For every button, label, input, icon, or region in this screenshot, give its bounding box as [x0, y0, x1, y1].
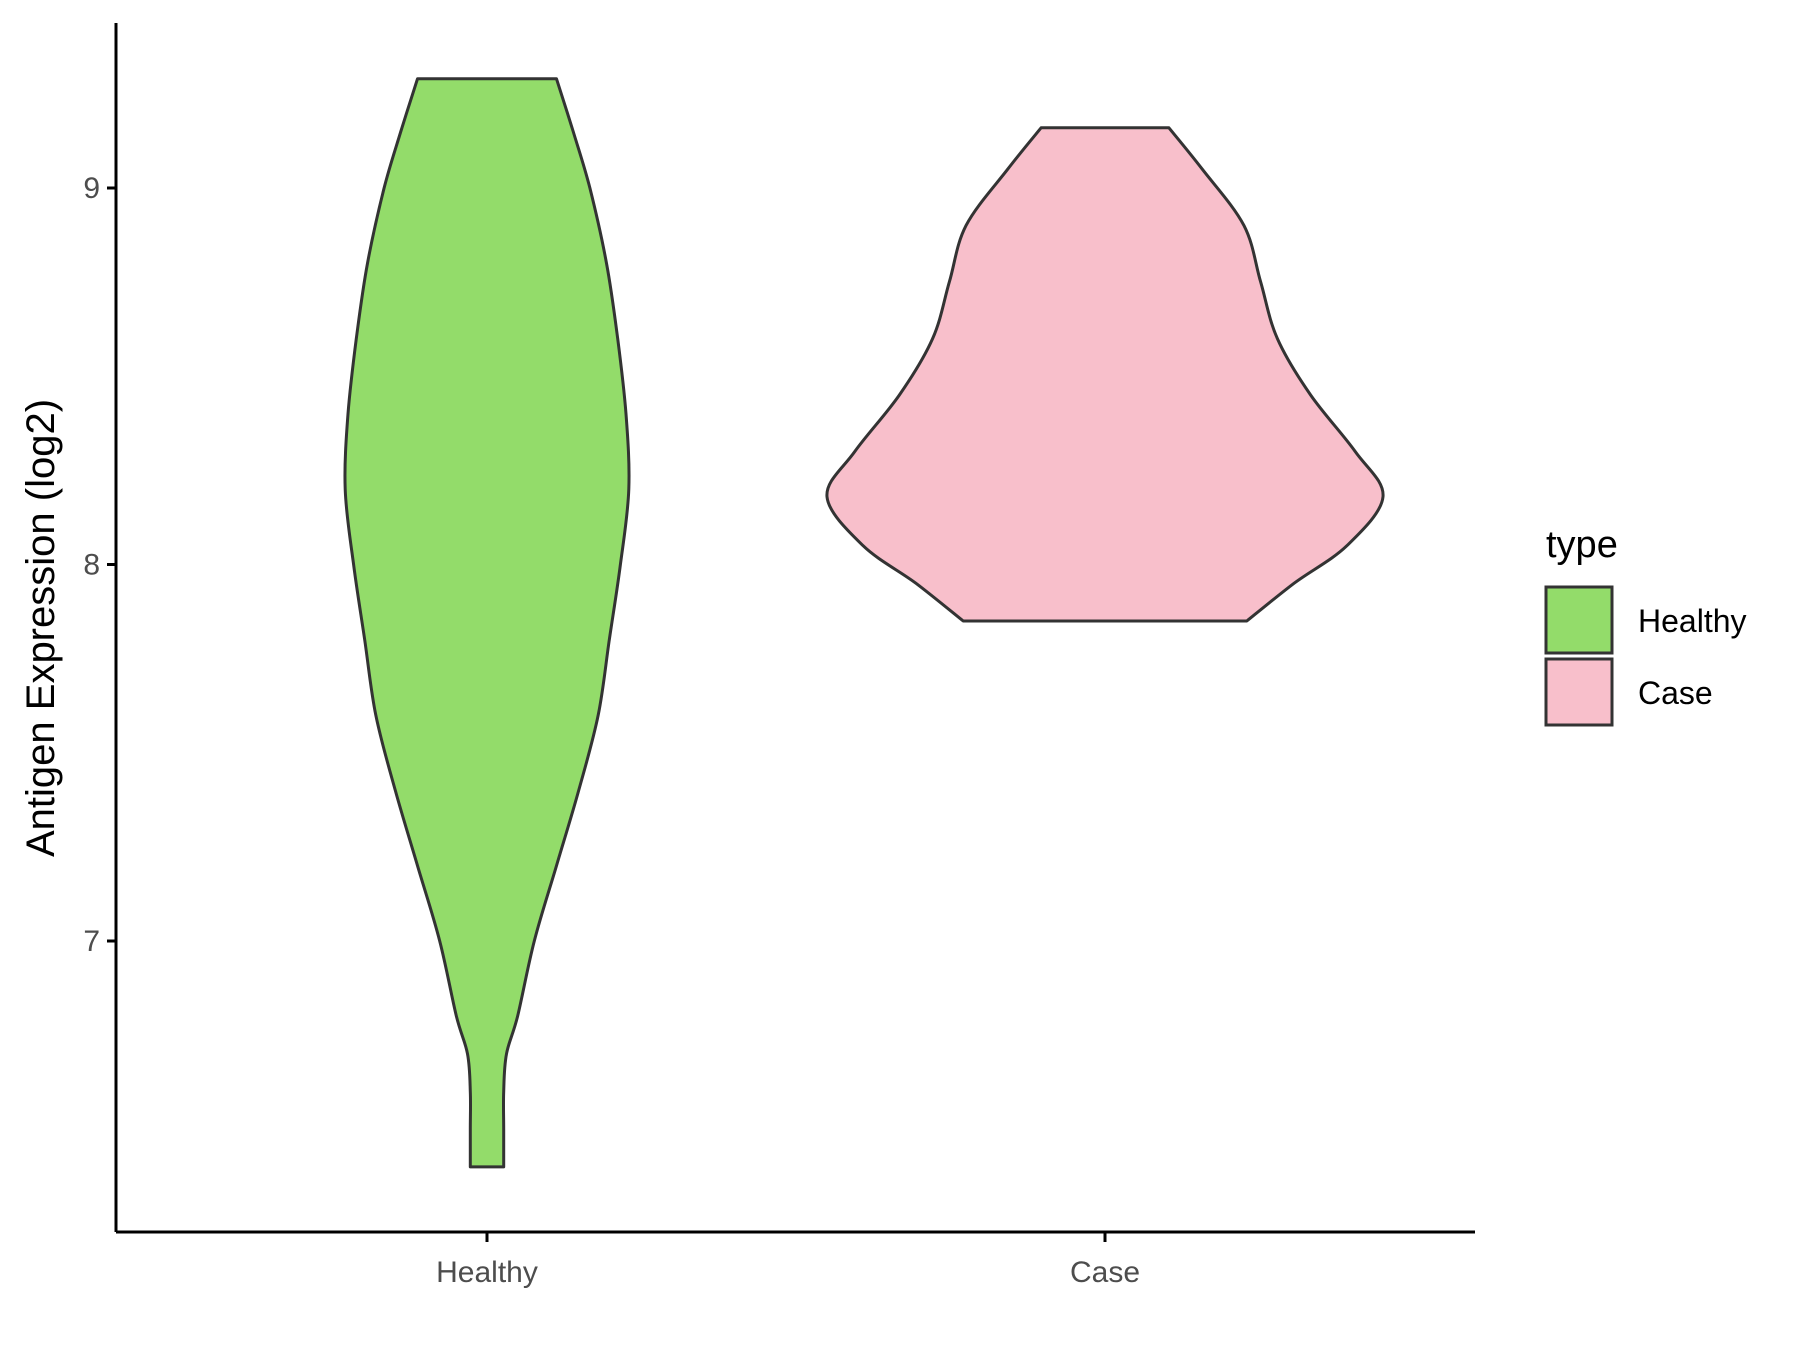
- y-tick-label: 8: [83, 549, 100, 582]
- legend-title: type: [1546, 524, 1618, 566]
- y-axis-title: Antigen Expression (log2): [19, 399, 63, 857]
- x-tick-label: Healthy: [436, 1256, 538, 1289]
- x-ticks: Healthy Case: [436, 1232, 1140, 1289]
- legend-label-case: Case: [1638, 675, 1713, 711]
- legend-swatch-case: [1544, 657, 1614, 727]
- y-tick-label: 7: [83, 925, 100, 958]
- legend: type Healthy Case: [1544, 524, 1747, 727]
- legend-items: Healthy Case: [1544, 585, 1747, 727]
- violins-layer: [343, 77, 1385, 1169]
- legend-label-healthy: Healthy: [1638, 603, 1747, 639]
- x-tick-label: Case: [1070, 1256, 1140, 1289]
- y-tick-label: 9: [83, 172, 100, 205]
- legend-swatch-healthy: [1544, 585, 1614, 655]
- y-ticks: 7 8 9: [83, 172, 116, 958]
- violin-case: [825, 126, 1385, 623]
- violin-healthy: [343, 77, 631, 1169]
